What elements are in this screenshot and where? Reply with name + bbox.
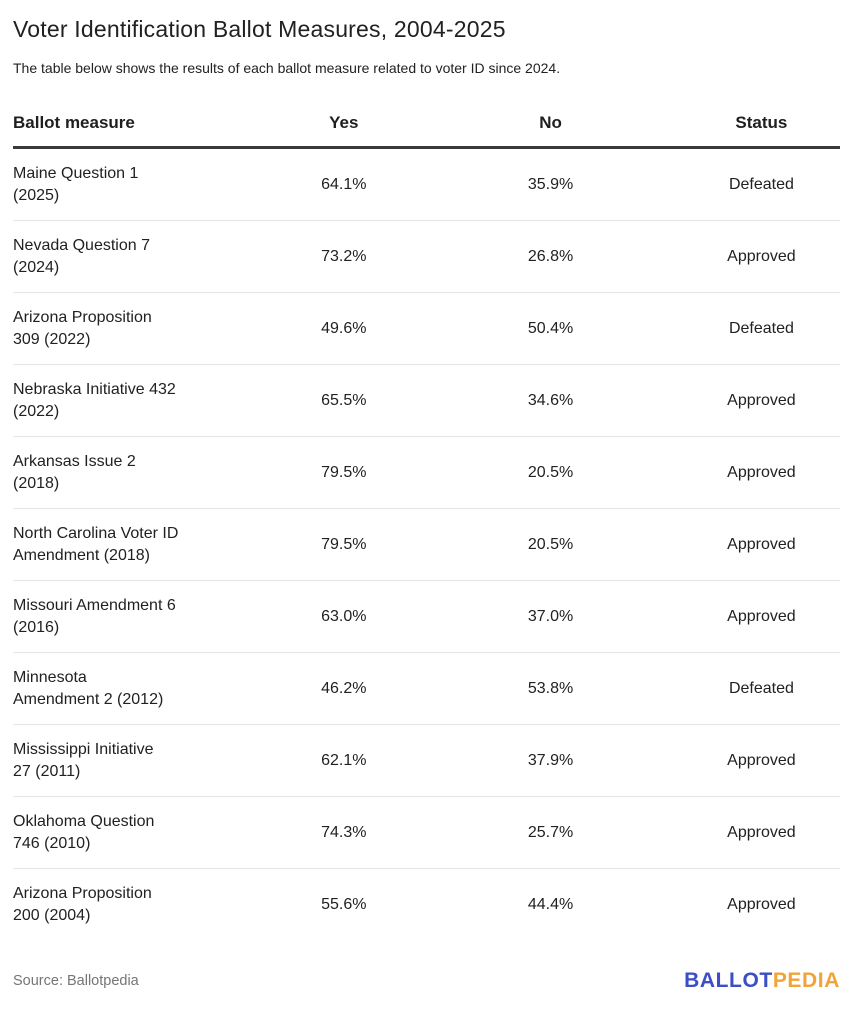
yes-percentage: 73.2% bbox=[321, 247, 367, 265]
yes-percentage: 49.6% bbox=[321, 319, 367, 337]
ballot-measure-name: Missouri Amendment 6 (2016) bbox=[13, 596, 176, 636]
no-percentage: 35.9% bbox=[527, 175, 574, 193]
table-header: Ballot measure Yes No Status bbox=[13, 113, 840, 149]
no-percentage: 53.8% bbox=[527, 679, 574, 697]
page: Voter Identification Ballot Measures, 20… bbox=[13, 16, 840, 993]
status-value: Approved bbox=[727, 751, 796, 769]
logo-text-ballot: BALLOT bbox=[684, 969, 773, 992]
page-title: Voter Identification Ballot Measures, 20… bbox=[13, 16, 506, 42]
no-percentage: 26.8% bbox=[527, 247, 574, 265]
page-subtitle: The table below shows the results of eac… bbox=[13, 60, 561, 76]
ballot-measure-name: Nevada Question 7 (2024) bbox=[13, 236, 150, 276]
yes-percentage: 55.6% bbox=[321, 896, 367, 913]
no-percentage: 50.4% bbox=[527, 319, 574, 337]
table-row: Nevada Question 7 (2024) 73.2% 26.8% App… bbox=[13, 221, 840, 293]
table-row: Missouri Amendment 6 (2016) 63.0% 37.0% … bbox=[13, 581, 840, 653]
ballot-measure-name: Arizona Proposition 200 (2004) bbox=[13, 885, 152, 924]
yes-percentage: 65.5% bbox=[321, 391, 367, 409]
table-row: Mississippi Initiative 27 (2011) 62.1% 3… bbox=[13, 725, 840, 797]
logo-text-pedia: PEDIA bbox=[772, 969, 840, 992]
no-percentage: 44.4% bbox=[527, 896, 574, 913]
no-percentage: 20.5% bbox=[527, 535, 574, 553]
yes-percentage: 74.3% bbox=[321, 823, 367, 841]
no-percentage: 20.5% bbox=[527, 463, 574, 481]
status-value: Defeated bbox=[728, 319, 794, 337]
status-value: Approved bbox=[727, 823, 796, 841]
status-value: Defeated bbox=[728, 175, 794, 193]
no-percentage: 25.7% bbox=[527, 823, 574, 841]
ballot-measure-name: Arkansas Issue 2 (2018) bbox=[13, 452, 136, 492]
ballot-measure-name: North Carolina Voter ID Amendment (2018) bbox=[13, 524, 179, 564]
yes-percentage: 63.0% bbox=[321, 607, 367, 625]
column-header-ballot-measure: Ballot measure bbox=[13, 113, 135, 132]
ballotpedia-logo: BALLOTPEDIA bbox=[684, 969, 840, 993]
table-row: Oklahoma Question 746 (2010) 74.3% 25.7%… bbox=[13, 797, 840, 869]
status-value: Approved bbox=[727, 896, 796, 913]
status-value: Approved bbox=[727, 463, 796, 481]
ballot-measure-name: Nebraska Initiative 432 (2022) bbox=[13, 380, 176, 420]
footer: Source: Ballotpedia BALLOTPEDIA bbox=[13, 969, 840, 993]
no-percentage: 34.6% bbox=[527, 391, 574, 409]
ballot-measure-name: Arizona Proposition 309 (2022) bbox=[13, 308, 152, 348]
ballot-measure-name: Oklahoma Question 746 (2010) bbox=[13, 812, 155, 852]
status-value: Approved bbox=[727, 391, 796, 409]
ballot-measure-name: Mississippi Initiative 27 (2011) bbox=[13, 740, 154, 780]
table-row: Arizona Proposition 309 (2022) 49.6% 50.… bbox=[13, 293, 840, 365]
ballot-measure-name: Maine Question 1 (2025) bbox=[13, 164, 139, 204]
no-percentage: 37.0% bbox=[527, 607, 574, 625]
column-header-status: Status bbox=[735, 113, 788, 132]
table-row: Maine Question 1 (2025) 64.1% 35.9% Defe… bbox=[13, 149, 840, 221]
no-percentage: 37.9% bbox=[527, 751, 574, 769]
status-value: Approved bbox=[727, 535, 796, 553]
yes-percentage: 46.2% bbox=[321, 679, 367, 697]
yes-percentage: 79.5% bbox=[321, 535, 367, 553]
table-row: North Carolina Voter ID Amendment (2018)… bbox=[13, 509, 840, 581]
status-value: Approved bbox=[727, 607, 796, 625]
yes-percentage: 64.1% bbox=[321, 175, 367, 193]
source-attribution: Source: Ballotpedia bbox=[13, 973, 139, 989]
table-row: Nebraska Initiative 432 (2022) 65.5% 34.… bbox=[13, 365, 840, 437]
column-header-yes: Yes bbox=[329, 113, 359, 132]
column-header-no: No bbox=[539, 113, 562, 132]
table-row: Arkansas Issue 2 (2018) 79.5% 20.5% Appr… bbox=[13, 437, 840, 509]
status-value: Approved bbox=[727, 247, 796, 265]
ballot-measure-name: Minnesota Amendment 2 (2012) bbox=[13, 668, 164, 708]
yes-percentage: 62.1% bbox=[321, 751, 367, 769]
table-body: Maine Question 1 (2025) 64.1% 35.9% Defe… bbox=[13, 149, 840, 941]
table-row: Minnesota Amendment 2 (2012) 46.2% 53.8%… bbox=[13, 653, 840, 725]
table-row: Arizona Proposition 200 (2004) 55.6% 44.… bbox=[13, 869, 840, 941]
yes-percentage: 79.5% bbox=[321, 463, 367, 481]
status-value: Defeated bbox=[728, 679, 794, 697]
